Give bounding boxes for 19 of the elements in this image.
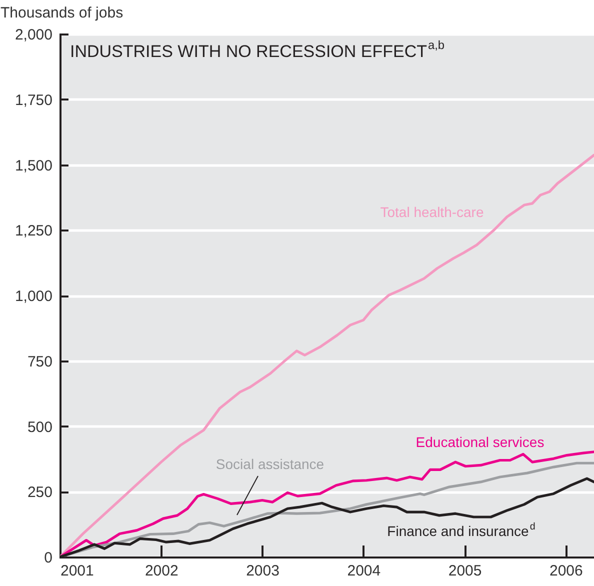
y-tick-label: 1,000 bbox=[14, 288, 52, 305]
y-tick-label: 1,750 bbox=[14, 92, 52, 109]
series-label: Educational services bbox=[416, 434, 544, 450]
x-tick-label: 2005 bbox=[448, 562, 482, 580]
x-tick-label: 2002 bbox=[144, 562, 178, 580]
y-tick-label: 250 bbox=[27, 484, 52, 502]
y-tick-label: 1,500 bbox=[14, 157, 52, 174]
y-tick-label: 2,000 bbox=[14, 26, 52, 44]
x-tick-label: 2001 bbox=[60, 562, 94, 580]
x-tick-label: 2003 bbox=[246, 562, 280, 580]
x-tick-label: 2006 bbox=[549, 562, 583, 580]
x-tick-label: 2004 bbox=[347, 562, 381, 580]
y-tick-label: 1,250 bbox=[14, 222, 52, 240]
text: Social assistance bbox=[216, 456, 324, 472]
series-label: Total health-care bbox=[380, 204, 484, 220]
y-tick-label: 0 bbox=[44, 550, 52, 566]
y-tick-label: 750 bbox=[27, 353, 52, 370]
y-axis-title: Thousands of jobs bbox=[0, 4, 124, 22]
y-tick-label: 500 bbox=[27, 418, 52, 436]
